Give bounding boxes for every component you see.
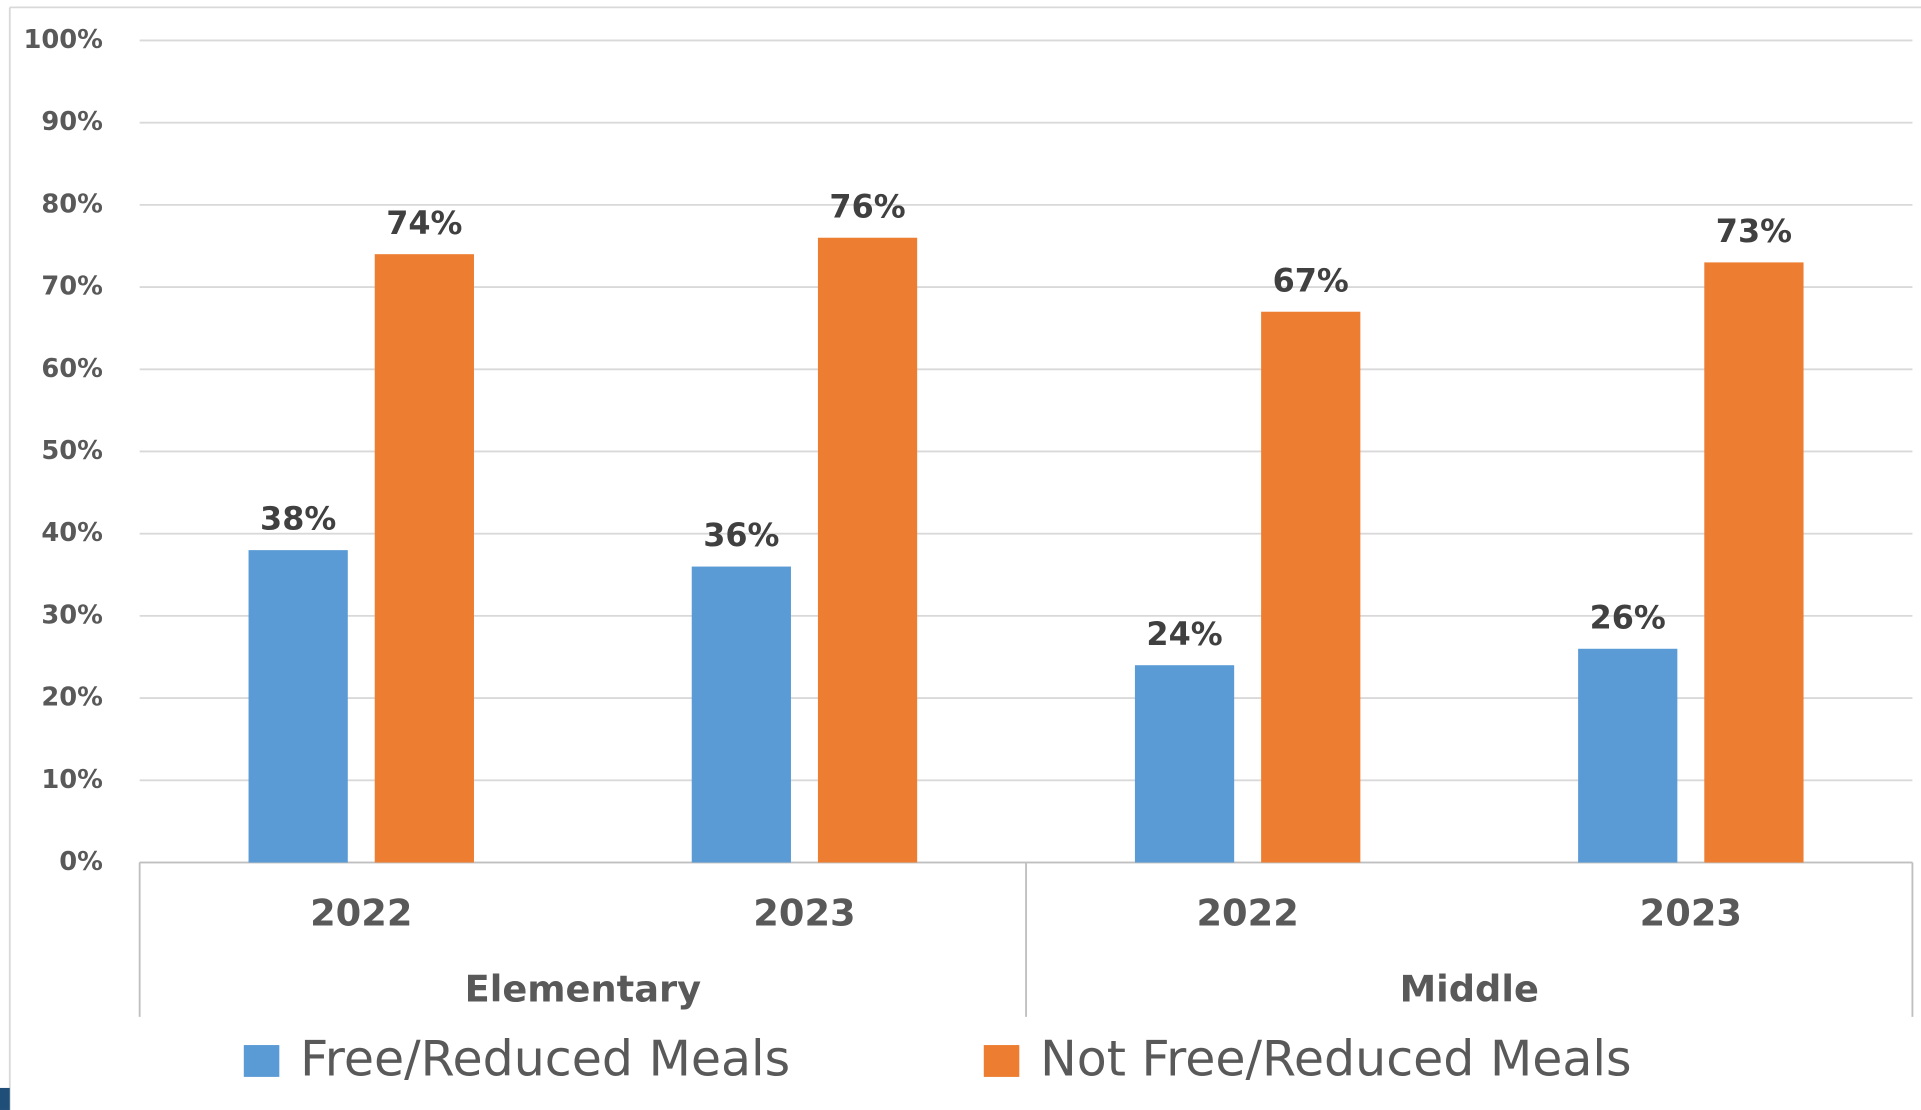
y-tick-label: 40% bbox=[41, 518, 103, 548]
x-tick-label: 2023 bbox=[1640, 892, 1742, 935]
y-tick-label: 50% bbox=[41, 436, 103, 466]
data-label: 38% bbox=[260, 500, 336, 538]
data-label: 24% bbox=[1146, 615, 1222, 653]
legend-label: Free/Reduced Meals bbox=[300, 1031, 790, 1088]
legend-label: Not Free/Reduced Meals bbox=[1040, 1031, 1631, 1088]
data-label: 36% bbox=[703, 516, 779, 554]
legend-swatch bbox=[983, 1045, 1020, 1077]
corner-block bbox=[0, 1087, 10, 1110]
y-tick-label: 0% bbox=[59, 847, 103, 877]
y-tick-label: 80% bbox=[41, 189, 103, 219]
y-tick-label: 20% bbox=[41, 683, 103, 713]
bar bbox=[1261, 311, 1361, 863]
bar bbox=[1134, 665, 1235, 863]
data-label: 73% bbox=[1716, 212, 1792, 250]
y-tick-label: 30% bbox=[41, 600, 103, 630]
bar bbox=[248, 550, 348, 863]
y-tick-label: 60% bbox=[41, 354, 103, 384]
y-tick-label: 90% bbox=[41, 107, 103, 137]
data-label: 74% bbox=[386, 204, 462, 242]
group-label: Elementary bbox=[465, 968, 701, 1011]
data-label: 76% bbox=[829, 187, 905, 225]
bar bbox=[1704, 262, 1804, 863]
y-tick-label: 10% bbox=[41, 765, 103, 795]
y-tick-label: 100% bbox=[23, 25, 102, 55]
bar bbox=[1578, 648, 1678, 863]
x-tick-label: 2022 bbox=[1196, 892, 1298, 935]
bar bbox=[817, 237, 918, 863]
y-tick-label: 70% bbox=[41, 272, 103, 302]
legend-swatch bbox=[243, 1045, 280, 1077]
bar bbox=[374, 254, 474, 863]
x-tick-label: 2023 bbox=[753, 892, 855, 935]
data-label: 67% bbox=[1273, 261, 1349, 299]
x-tick-label: 2022 bbox=[310, 892, 412, 935]
bar bbox=[691, 566, 791, 863]
data-label: 26% bbox=[1590, 598, 1666, 636]
group-label: Middle bbox=[1400, 968, 1539, 1011]
